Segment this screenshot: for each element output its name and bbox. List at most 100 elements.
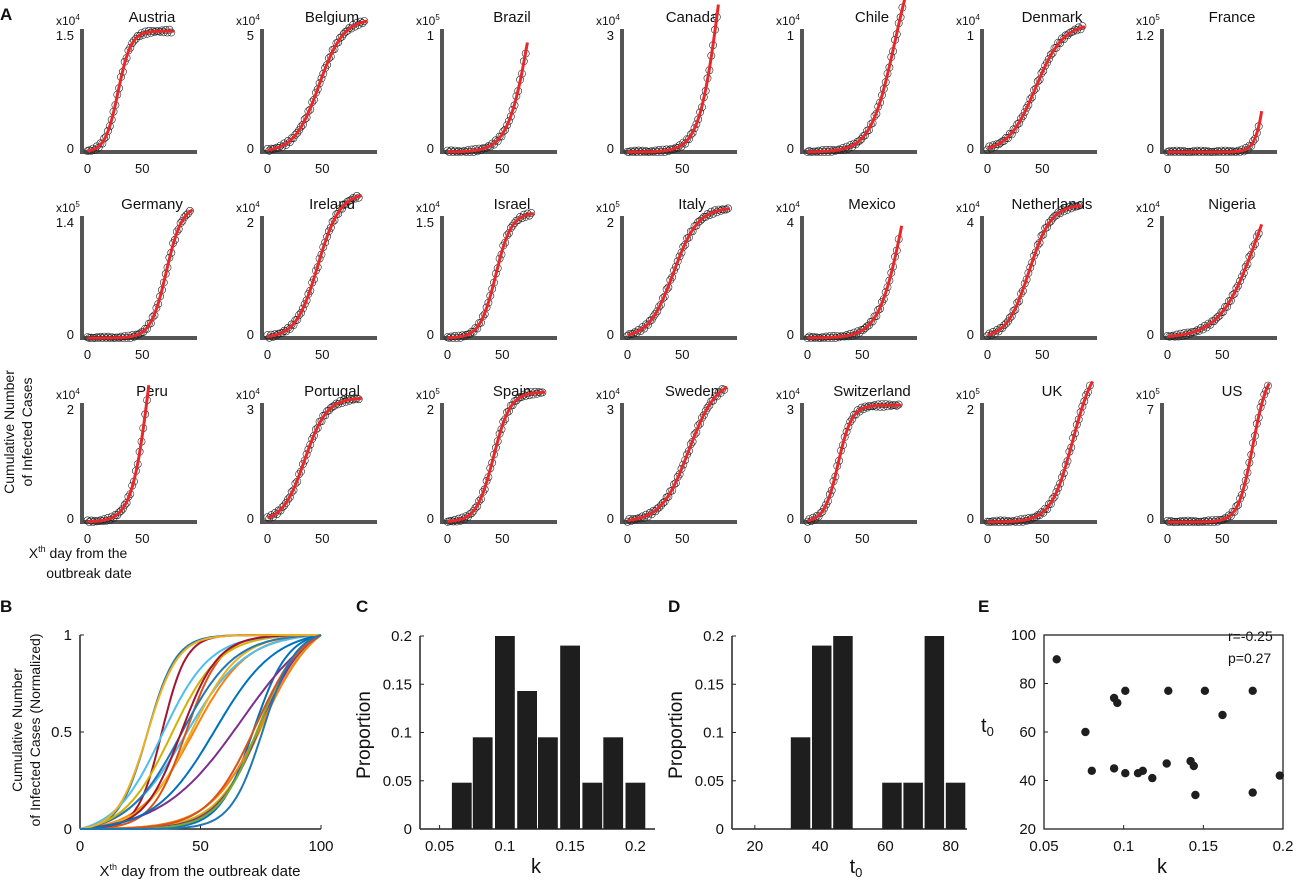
data-point: [330, 401, 339, 410]
scale-label-portugal: x104: [236, 387, 260, 402]
panel-d-xtick-2: 60: [877, 838, 894, 855]
xtick-uk-50: 50: [1035, 531, 1049, 546]
panel-e-xlabel: k: [1157, 856, 1168, 878]
ytick-max-austria: 1.5: [56, 28, 74, 43]
xtick-uk-0: 0: [984, 531, 991, 546]
fit-line-germany: [87, 208, 194, 340]
fit-line-denmark: [987, 25, 1086, 150]
xtick-peru-50: 50: [135, 531, 149, 546]
panel-letter-b: B: [0, 597, 12, 616]
fit-line-peru: [87, 385, 151, 524]
data-point: [623, 517, 632, 526]
data-point: [1005, 313, 1014, 322]
data-point: [1046, 50, 1055, 59]
panel-c-xtick-3: 0.2: [625, 838, 646, 855]
scale-base-brazil: x10: [416, 14, 436, 28]
title-belgium: Belgium: [305, 9, 359, 26]
scale-base-denmark: x10: [956, 14, 976, 28]
data-point: [1065, 29, 1074, 37]
panel-c-bar-2: [495, 636, 515, 829]
scale-base-switzerland: x10: [776, 388, 796, 402]
ytick-min-switzerland: 0: [787, 511, 794, 526]
panel-c-bar-5: [560, 645, 580, 829]
scale-label-peru: x104: [56, 387, 80, 402]
scale-base-nigeria: x10: [1136, 201, 1156, 215]
ytick-max-france: 1.2: [1136, 28, 1154, 43]
xtick-mexico-50: 50: [855, 347, 869, 362]
title-mexico: Mexico: [848, 196, 896, 213]
ytick-max-denmark: 1: [967, 28, 974, 43]
scale-label-germany: x105: [56, 200, 80, 215]
data-markers-ireland: [263, 191, 363, 342]
ytick-min-italy: 0: [607, 327, 614, 342]
scale-base-portugal: x10: [236, 388, 256, 402]
scale-exp-us: 5: [1155, 387, 1160, 396]
xtick-chile-50: 50: [855, 161, 869, 176]
scale-base-mexico: x10: [776, 201, 796, 215]
ytick-min-france: 0: [1147, 141, 1154, 156]
panel-c-bar-3: [517, 691, 537, 829]
ytick-max-uk: 2: [967, 402, 974, 417]
scale-base-spain: x10: [416, 388, 436, 402]
xtick-switzerland-0: 0: [804, 531, 811, 546]
data-point: [659, 498, 667, 507]
ytick-min-brazil: 0: [427, 141, 434, 156]
xtick-israel-50: 50: [495, 347, 509, 362]
panel-e-point-16: [1200, 686, 1210, 695]
scale-label-uk: x105: [956, 387, 980, 402]
data-markers-uk: [983, 381, 1094, 526]
fit-line-chile: [807, 0, 907, 154]
data-point: [703, 403, 712, 412]
panel-b-xlabel: Xth day from the outbreak date: [100, 862, 301, 880]
title-italy: Italy: [678, 196, 706, 213]
data-point: [698, 215, 706, 223]
data-markers-us: [1163, 381, 1272, 526]
scale-exp-netherlands: 4: [975, 200, 980, 209]
data-point: [983, 331, 992, 340]
panel-c-ylabel: Proportion: [354, 691, 375, 779]
panel-e-annotation-r: r=-0.25: [1228, 628, 1273, 644]
panel-c: Proportion k 0.05 0.1 0.15 0.2 0 0.05 0.1 0.15 0…: [354, 628, 655, 878]
data-point: [1004, 317, 1012, 326]
ytick-max-mexico: 4: [787, 215, 794, 230]
scale-base-ireland: x10: [236, 201, 256, 215]
panel-letter-a: A: [0, 5, 12, 24]
title-netherlands: Netherlands: [1012, 196, 1093, 213]
panel-b-curve-switzerland: [79, 634, 321, 830]
data-markers-italy: [623, 204, 732, 340]
ytick-min-germany: 0: [67, 327, 74, 342]
ytick-min-nigeria: 0: [1147, 327, 1154, 342]
panel-e-ytick-2: 60: [1019, 724, 1036, 741]
data-point: [280, 501, 289, 510]
xtick-austria-50: 50: [135, 161, 149, 176]
scale-label-chile: x104: [776, 13, 800, 28]
data-point: [119, 504, 127, 513]
title-chile: Chile: [855, 9, 889, 26]
panel-a-xlabel-line2: outbreak date: [46, 565, 132, 581]
fit-line-sweden: [627, 385, 728, 522]
xtick-ireland-50: 50: [315, 347, 329, 362]
panel-d-bar-3: [882, 782, 902, 829]
ytick-min-canada: 0: [607, 141, 614, 156]
ytick-max-ireland: 2: [247, 215, 254, 230]
scale-exp-canada: 4: [615, 13, 620, 22]
xtick-spain-0: 0: [444, 531, 451, 546]
xtick-france-0: 0: [1164, 161, 1171, 176]
scale-label-canada: x104: [596, 13, 620, 28]
data-point: [178, 217, 187, 225]
panel-b-ylabel-line1: Cumulative Number: [9, 668, 25, 792]
scale-base-chile: x10: [776, 14, 796, 28]
title-germany: Germany: [121, 196, 183, 213]
ytick-max-portugal: 3: [247, 402, 254, 417]
panel-b-ylabel-line2: of Infected Cases (Normalized): [27, 634, 43, 827]
panel-e-point-0: [1052, 655, 1061, 664]
data-point: [508, 401, 517, 410]
panel-d-ytick-2: 0.1: [703, 725, 724, 742]
